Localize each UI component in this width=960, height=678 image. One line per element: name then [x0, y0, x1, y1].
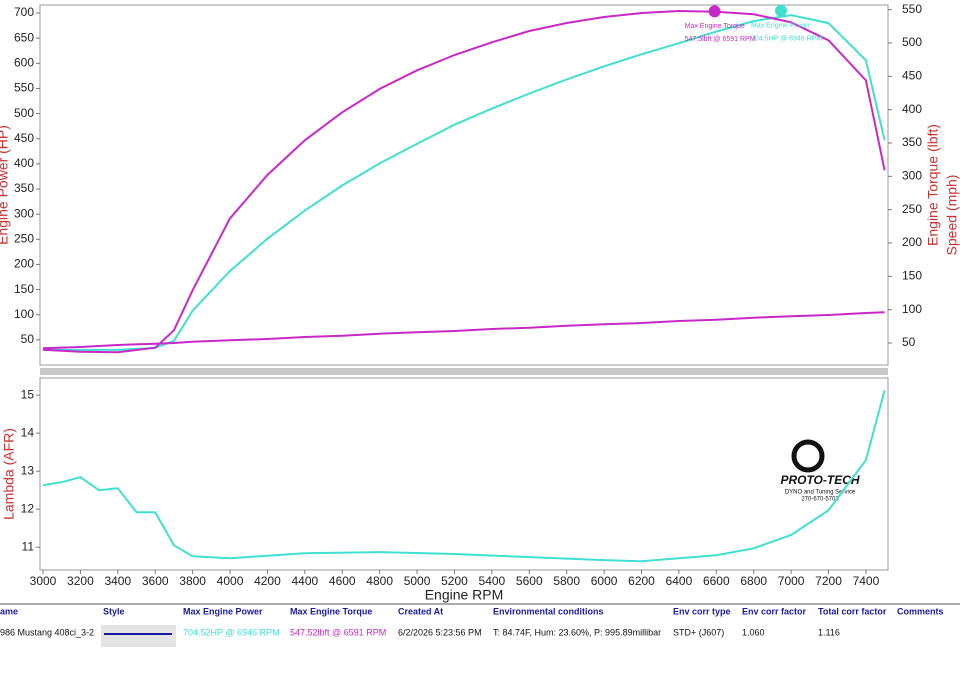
table-header: Total corr factor: [818, 606, 887, 616]
y-tick-label: 200: [14, 257, 34, 271]
logo-name: PROTO-TECH: [780, 473, 859, 487]
table-header: Comments: [897, 606, 944, 616]
y2-tick-label: 150: [902, 269, 922, 283]
lambda-label: Lambda (AFR): [1, 428, 17, 520]
y-label: Engine Power (HP): [0, 125, 11, 245]
x-tick-label: 3400: [104, 574, 131, 588]
x-tick-label: 6200: [628, 574, 655, 588]
y-tick-label: 400: [14, 156, 34, 170]
table-cell: 547.52lbft @ 6591 RPM: [290, 627, 386, 637]
y-tick-label: 150: [14, 282, 34, 296]
logo: PROTO-TECH DYNO and Tuning Service 270-6…: [780, 439, 860, 503]
series-line: [43, 14, 886, 351]
y-tick-label: 700: [14, 5, 34, 19]
x-tick-label: 7000: [778, 574, 805, 588]
y3-label: Speed (mph): [944, 175, 960, 256]
y2-tick-label: 500: [902, 35, 922, 49]
table-cell: 704.52HP @ 6946 RPM: [183, 627, 280, 637]
table-header: Created At: [398, 606, 443, 616]
y2-tick-label: 550: [902, 2, 922, 16]
logo-phone: 270-670-5703: [801, 497, 839, 503]
series-line: [42, 9, 886, 354]
table-cell: 986 Mustang 408ci_3-2: [0, 627, 94, 637]
y-tick-label: 650: [14, 30, 34, 44]
x-tick-label: 3000: [30, 574, 57, 588]
table-header: Env corr factor: [742, 606, 807, 616]
series-line: [42, 389, 886, 563]
annotation-title: Max Engine Torque: [685, 23, 745, 30]
y2-tick-label: 400: [902, 102, 922, 116]
y-tick-label: 350: [14, 181, 34, 195]
y2-tick-label: 200: [902, 235, 922, 249]
x-tick-label: 7200: [815, 574, 842, 588]
x-tick-label: 3600: [142, 574, 169, 588]
bottom-plot-frame: [39, 377, 889, 571]
y-tick-label: 550: [14, 81, 34, 95]
annotation-text: 547.5lbft @ 6591 RPM: [685, 36, 756, 43]
max-marker: [775, 4, 788, 17]
y-tick-label: 600: [14, 55, 34, 69]
logo-tagline: DYNO and Tuning Service: [785, 490, 856, 496]
table-header: Env corr type: [673, 606, 731, 616]
plot-layer: 50 100 150 200 250 300 350 400 450 500 550 600 650 70…: [0, 2, 944, 638]
y2-tick-label: 250: [902, 202, 922, 216]
series-line: [42, 311, 885, 350]
y-tick-label: 13: [21, 463, 35, 477]
y2-label: Engine Torque (lbft): [925, 124, 941, 246]
y2-tick-label: 300: [902, 169, 922, 183]
x-tick-label: 4200: [254, 574, 281, 588]
y2-tick-label: 50: [902, 335, 916, 349]
annotation-title: Max Engine Power: [751, 23, 810, 30]
x-tick-label: 5200: [441, 574, 468, 588]
x-tick-label: 5800: [553, 574, 580, 588]
x-tick-label: 4800: [366, 574, 393, 588]
x-tick-label: 5600: [516, 574, 543, 588]
logo-icon: [791, 439, 825, 473]
x-tick-label: 6400: [666, 574, 693, 588]
table-header: ame: [0, 606, 18, 616]
x-tick-label: 6800: [740, 574, 767, 588]
annotation-text: 704.5HP @ 6946 RPM: [751, 36, 822, 43]
table-cell: 1.116: [818, 627, 840, 637]
x-tick-label: 6000: [591, 574, 618, 588]
table-cell: 6/2/2026 5:23:56 PM: [398, 627, 482, 637]
x-tick-label: 4400: [291, 574, 318, 588]
max-marker: [708, 5, 721, 18]
y-tick-label: 300: [14, 206, 34, 220]
table-cell: STD+ (J607): [673, 627, 724, 637]
x-tick-label: 5000: [404, 574, 431, 588]
top-plot-frame: [39, 4, 889, 366]
y-tick-label: 50: [21, 332, 35, 346]
table-cell: T: 84.74F, Hum: 23.60%, P: 995.89milliba…: [493, 627, 661, 637]
table-header: Max Engine Power: [183, 606, 263, 616]
x-tick-label: 7400: [853, 574, 880, 588]
x-tick-label: 6600: [703, 574, 730, 588]
table-cell: 1.060: [742, 627, 765, 637]
x-label: Engine RPM: [425, 587, 504, 603]
x-tick-label: 3800: [179, 574, 206, 588]
y2-tick-label: 450: [902, 69, 922, 83]
y-tick-label: 11: [22, 539, 35, 553]
table-header: Environmental conditions: [493, 606, 604, 616]
y2-tick-label: 350: [902, 135, 922, 149]
x-tick-label: 5400: [479, 574, 506, 588]
y-tick-label: 250: [14, 231, 34, 245]
y-tick-label: 500: [14, 106, 34, 120]
separator: [40, 368, 888, 375]
y-tick-label: 14: [21, 425, 35, 439]
table-header: Style: [103, 606, 125, 616]
y-tick-label: 12: [21, 501, 35, 515]
table-header: Max Engine Torque: [290, 606, 372, 616]
x-tick-label: 4600: [329, 574, 356, 588]
x-tick-label: 4000: [217, 574, 244, 588]
y-tick-label: 450: [14, 131, 34, 145]
y-tick-label: 15: [21, 387, 35, 401]
y-tick-label: 100: [14, 307, 34, 321]
y2-tick-label: 100: [902, 302, 922, 316]
style-cell: [101, 625, 176, 647]
x-tick-label: 3200: [67, 574, 94, 588]
